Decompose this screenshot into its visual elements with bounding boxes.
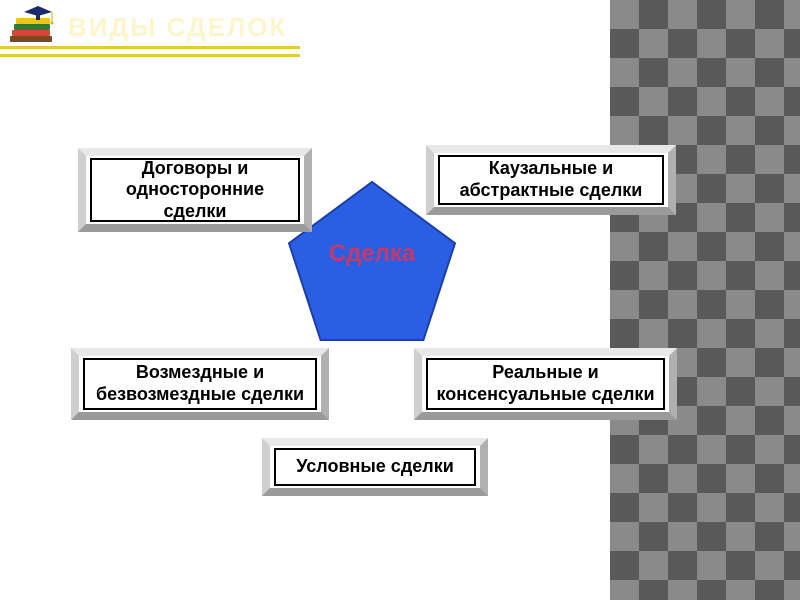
books-icon bbox=[8, 2, 58, 52]
box-text: Реальные и консенсуальные сделки bbox=[432, 362, 659, 405]
box-text: Условные сделки bbox=[296, 456, 454, 478]
title-underline-1 bbox=[0, 46, 300, 49]
box-causal-abstract: Каузальные и абстрактные сделки bbox=[426, 145, 676, 215]
box-text: Договоры и односторонние сделки bbox=[96, 158, 294, 223]
checker-background bbox=[610, 0, 800, 600]
box-compensated-gratuitous: Возмездные и безвозмездные сделки bbox=[71, 348, 329, 420]
page-title: ВИДЫ СДЕЛОК bbox=[68, 12, 287, 43]
box-conditional: Условные сделки bbox=[262, 438, 488, 496]
title-underline-2 bbox=[0, 54, 300, 57]
box-text: Каузальные и абстрактные сделки bbox=[444, 158, 658, 201]
box-real-consensual: Реальные и консенсуальные сделки bbox=[414, 348, 677, 420]
box-text: Возмездные и безвозмездные сделки bbox=[89, 362, 311, 405]
box-contracts-unilateral: Договоры и односторонние сделки bbox=[78, 148, 312, 232]
center-label: Сделка bbox=[283, 240, 461, 268]
